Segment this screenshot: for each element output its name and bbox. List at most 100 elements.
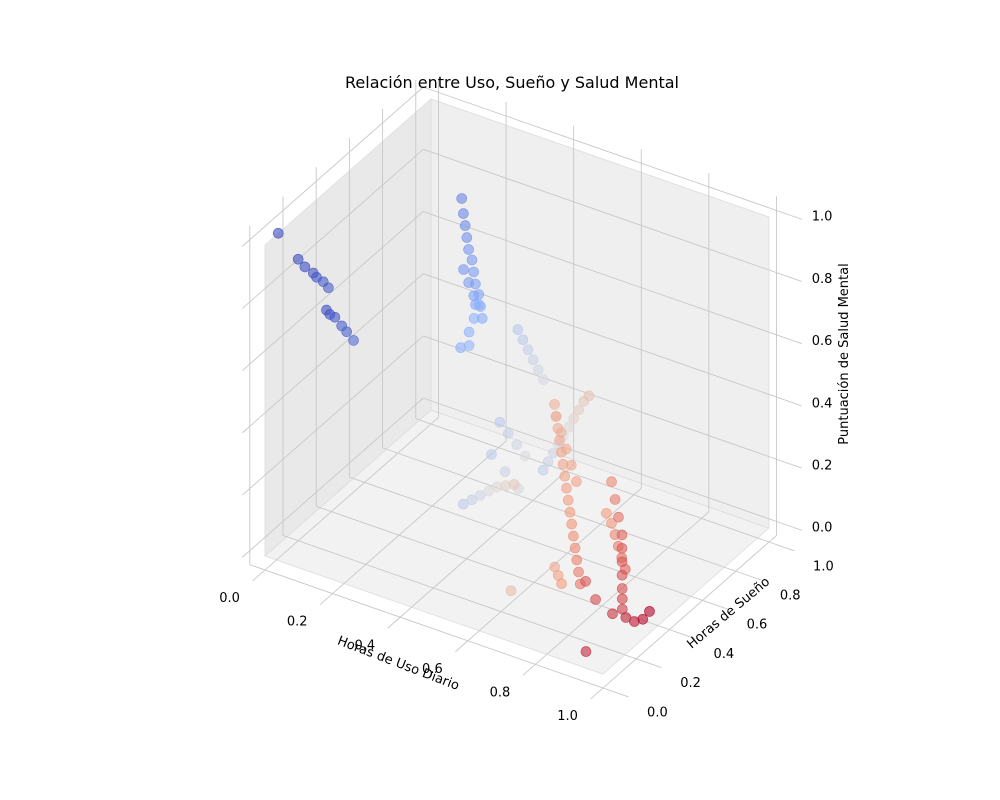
- scatter-point: [616, 569, 628, 581]
- scatter-point: [341, 326, 353, 338]
- z-tick-label: 0.2: [812, 459, 833, 474]
- z-tick-mark: [791, 401, 802, 407]
- scatter-point: [502, 428, 514, 439]
- z-tick-mark: [791, 464, 802, 469]
- scatter-point: [568, 413, 580, 424]
- scatter-point: [613, 511, 624, 523]
- z-gridline: [242, 211, 424, 371]
- x-gridline: [595, 535, 777, 695]
- scatter-point: [463, 340, 475, 351]
- scatter-point: [517, 334, 529, 346]
- z-gridline: [242, 273, 424, 434]
- scatter-point: [499, 466, 511, 477]
- y-gridline: [349, 476, 718, 607]
- z-gridline: [423, 86, 792, 217]
- scatter-point: [606, 517, 617, 529]
- scatter-point: [566, 518, 578, 530]
- scatter-point: [466, 254, 478, 266]
- scatter-point: [292, 253, 304, 265]
- scatter-point: [571, 476, 582, 487]
- scatter-point: [459, 220, 471, 231]
- scatter-point: [573, 566, 584, 578]
- scatter-point: [458, 264, 469, 275]
- y-gridline: [282, 535, 652, 665]
- scatter-point: [620, 612, 632, 623]
- x-tick-label: 0.4: [354, 638, 375, 653]
- z-tick-mark: [791, 526, 802, 531]
- scatter-point: [463, 326, 475, 338]
- z-gridline: [423, 273, 792, 403]
- scatter-point: [456, 193, 468, 204]
- scatter-point: [468, 290, 480, 302]
- y-tick-label: 0.4: [713, 647, 734, 662]
- scatter-point: [348, 335, 359, 346]
- x-tick-label: 0.0: [219, 591, 240, 606]
- scatter-point: [329, 311, 341, 323]
- scatter-point: [557, 458, 569, 470]
- y-tick-label: 0.0: [647, 705, 668, 720]
- z-gridline: [423, 211, 792, 341]
- y-tick-mark: [750, 576, 762, 581]
- z-tick-label: 0.0: [812, 521, 833, 536]
- scatter-point: [616, 593, 628, 605]
- x-gridline: [257, 417, 439, 577]
- scatter-point: [583, 390, 595, 402]
- scatter-point: [299, 261, 311, 273]
- z-gridline: [242, 86, 424, 247]
- scatter-point: [562, 494, 574, 506]
- scatter-point: [573, 404, 585, 416]
- z-gridline: [242, 148, 424, 309]
- scatter-point: [637, 613, 649, 625]
- axes-panes: [264, 98, 770, 675]
- scatter-point: [580, 576, 591, 587]
- x-tick-label: 0.6: [422, 662, 443, 677]
- z-gridline: [242, 397, 424, 558]
- scatter-point: [461, 232, 473, 243]
- x-tick-mark: [319, 599, 326, 605]
- axes-ticks: 0.0 0.0 0.0 0.2 0.2 0.2 0.4 0.4 0.4 0.6 0.6 0.6 0.8 0…: [219, 210, 833, 724]
- scatter-point: [468, 266, 480, 278]
- scatter-point: [483, 485, 495, 497]
- x-tick-mark: [590, 694, 596, 700]
- scatter-point: [468, 313, 480, 324]
- back-pane: [430, 98, 770, 529]
- y-gridline: [415, 418, 785, 548]
- y-tick-label: 0.8: [780, 589, 801, 604]
- scatter-point: [644, 606, 655, 617]
- y-tick-mark: [684, 634, 695, 639]
- axes-grid: [242, 78, 792, 695]
- scatter-point: [556, 578, 567, 590]
- scatter-point: [561, 482, 572, 494]
- scatter-points: [272, 193, 655, 657]
- x-gridline: [392, 464, 574, 625]
- y-gridline: [249, 564, 619, 694]
- y-tick-mark: [784, 546, 795, 552]
- x-tick-mark: [522, 670, 529, 676]
- scatter-point: [486, 449, 497, 460]
- x-tick-label: 0.8: [490, 686, 511, 701]
- scatter-point: [616, 556, 628, 568]
- scatter-point: [494, 416, 506, 428]
- scatter-point: [505, 585, 517, 597]
- scatter-point: [609, 494, 621, 505]
- z-axis-label: Puntuación de Salud Mental: [837, 263, 852, 444]
- scatter-point: [571, 554, 583, 566]
- x-tick-mark: [387, 623, 394, 629]
- z-tick-mark: [791, 277, 802, 282]
- scatter-point: [474, 490, 486, 501]
- z-tick-label: 0.8: [812, 272, 833, 287]
- x-tick-mark: [455, 647, 461, 653]
- scatter-point: [580, 646, 592, 657]
- scatter-point: [559, 470, 571, 482]
- z-gridline: [423, 335, 792, 465]
- scatter-point: [607, 608, 618, 620]
- scatter-point: [564, 506, 576, 518]
- scatter-point: [550, 411, 562, 422]
- scatter-point: [606, 476, 617, 488]
- z-tick-label: 0.4: [812, 396, 833, 411]
- scatter-point: [311, 271, 322, 283]
- x-tick-label: 0.2: [287, 615, 308, 630]
- x-tick-mark: [252, 576, 258, 582]
- scatter-point: [532, 364, 544, 376]
- z-tick-label: 1.0: [812, 210, 833, 225]
